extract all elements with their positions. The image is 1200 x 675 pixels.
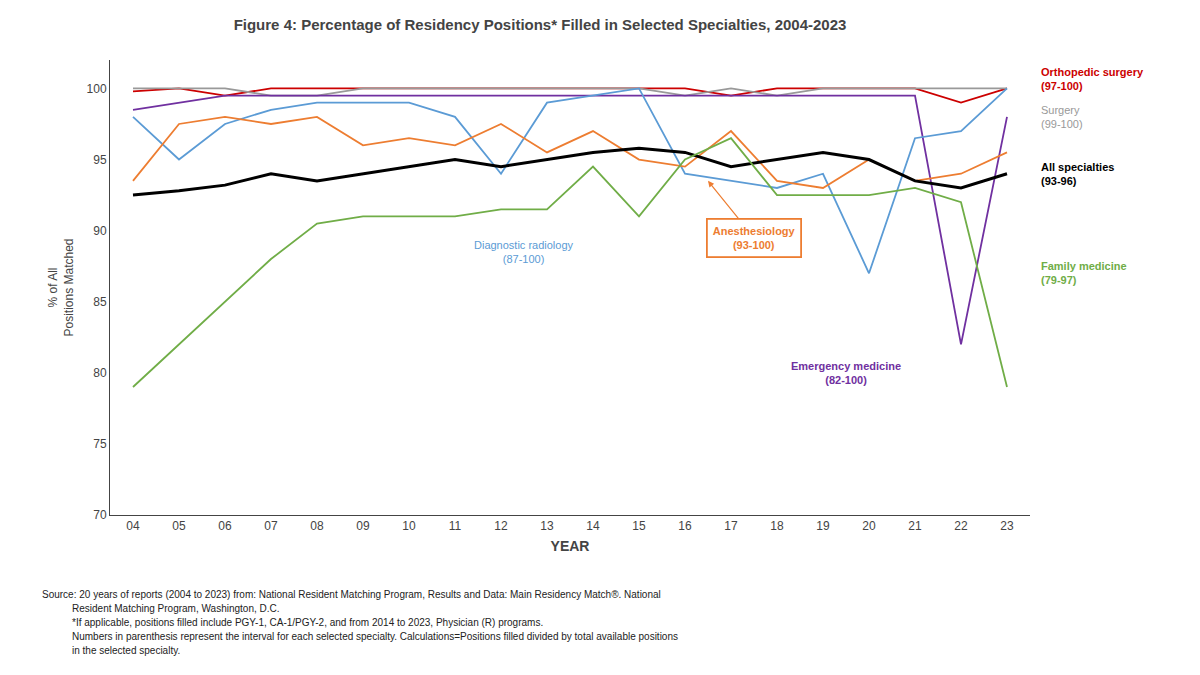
svg-text:07: 07 <box>264 519 278 533</box>
svg-text:16: 16 <box>678 519 692 533</box>
svg-text:22: 22 <box>954 519 968 533</box>
svg-text:09: 09 <box>356 519 370 533</box>
svg-text:100: 100 <box>87 82 107 96</box>
svg-text:12: 12 <box>494 519 508 533</box>
svg-text:Emergency medicine(82-100): Emergency medicine(82-100) <box>791 360 901 386</box>
svg-text:75: 75 <box>93 437 107 451</box>
svg-text:08: 08 <box>310 519 324 533</box>
svg-text:23: 23 <box>1000 519 1014 533</box>
svg-text:20: 20 <box>862 519 876 533</box>
svg-text:95: 95 <box>93 153 107 167</box>
svg-text:10: 10 <box>402 519 416 533</box>
svg-text:YEAR: YEAR <box>551 538 590 554</box>
svg-text:14: 14 <box>586 519 600 533</box>
svg-text:Diagnostic radiology(87-100): Diagnostic radiology(87-100) <box>474 239 574 265</box>
svg-text:85: 85 <box>93 295 107 309</box>
svg-text:Resident Matching Program, Was: Resident Matching Program, Washington, D… <box>72 603 280 614</box>
svg-text:21: 21 <box>908 519 922 533</box>
svg-text:in the selected specialty.: in the selected specialty. <box>72 645 180 656</box>
svg-text:Numbers in parenthesis represe: Numbers in parenthesis represent the int… <box>72 631 678 642</box>
svg-text:15: 15 <box>632 519 646 533</box>
svg-text:90: 90 <box>93 224 107 238</box>
svg-text:80: 80 <box>93 366 107 380</box>
svg-text:70: 70 <box>93 508 107 522</box>
svg-text:*If applicable, positions fill: *If applicable, positions filled include… <box>72 617 543 628</box>
svg-text:% of AllPositions Matched: % of AllPositions Matched <box>46 238 76 336</box>
svg-text:Anesthesiology(93-100): Anesthesiology(93-100) <box>713 225 796 251</box>
svg-text:19: 19 <box>816 519 830 533</box>
svg-text:05: 05 <box>172 519 186 533</box>
svg-text:Source: 20 years of reports (2: Source: 20 years of reports (2004 to 202… <box>42 589 661 600</box>
svg-text:06: 06 <box>218 519 232 533</box>
svg-text:11: 11 <box>449 519 462 533</box>
svg-text:Family medicine(79-97): Family medicine(79-97) <box>1041 260 1127 286</box>
svg-text:18: 18 <box>770 519 784 533</box>
svg-text:Orthopedic surgery(97-100): Orthopedic surgery(97-100) <box>1041 66 1144 92</box>
svg-text:17: 17 <box>724 519 738 533</box>
svg-text:04: 04 <box>126 519 140 533</box>
svg-text:All specialties(93-96): All specialties(93-96) <box>1041 161 1114 187</box>
svg-text:Surgery(99-100): Surgery(99-100) <box>1041 104 1083 130</box>
svg-text:13: 13 <box>540 519 554 533</box>
svg-text:Figure 4: Percentage of Reside: Figure 4: Percentage of Residency Positi… <box>234 16 847 33</box>
